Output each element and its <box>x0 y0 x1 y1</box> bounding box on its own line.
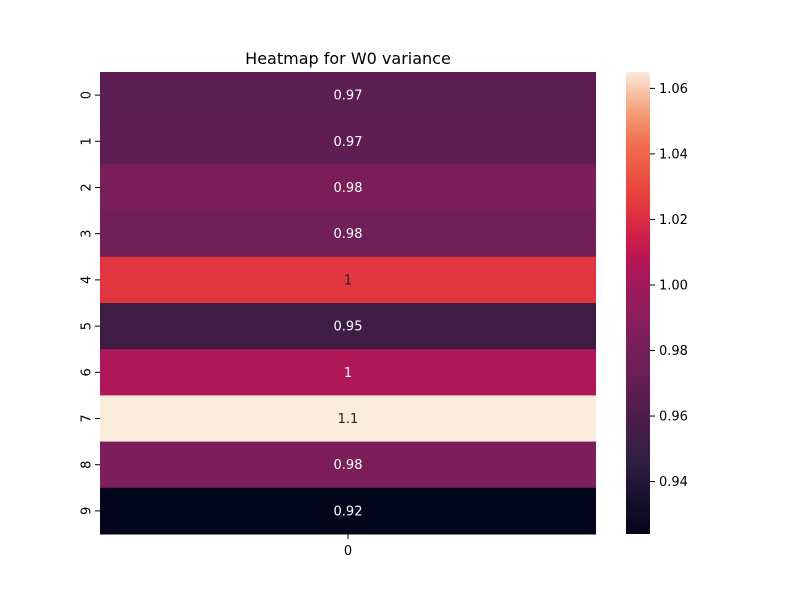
heatmap-cell <box>100 164 596 212</box>
colorbar-tick-label: 0.98 <box>659 344 688 359</box>
heatmap-cell <box>100 487 596 535</box>
heatmap-cell <box>100 256 596 304</box>
colorbar <box>626 72 650 534</box>
colorbar-tick-label: 0.96 <box>659 410 688 425</box>
colorbar-tick-label: 1.02 <box>659 213 688 228</box>
y-tick-label: 4 <box>80 276 95 284</box>
x-tick-label: 0 <box>344 544 352 559</box>
y-tick-label: 3 <box>80 230 95 238</box>
y-axis-ticks: 0 1 2 3 4 5 6 7 8 9 <box>80 91 100 515</box>
colorbar-ticks: 0.94 0.96 0.98 1.00 1.02 1.04 1.06 <box>650 82 688 490</box>
x-axis-ticks: 0 <box>344 534 352 559</box>
colorbar-tick-label: 1.06 <box>659 82 688 97</box>
chart-title: Heatmap for W0 variance <box>245 49 451 68</box>
heatmap-cell <box>100 72 596 119</box>
heatmap-cell <box>100 303 596 350</box>
y-tick-label: 1 <box>80 137 95 145</box>
y-tick-label: 9 <box>80 507 95 515</box>
heatmap-cell <box>100 210 596 258</box>
cell-annotation: 1.1 <box>338 412 359 427</box>
cell-annotation: 1 <box>344 366 352 381</box>
y-tick-label: 5 <box>80 322 95 330</box>
y-tick-label: 2 <box>80 183 95 191</box>
colorbar-tick-label: 1.04 <box>659 147 688 162</box>
cell-annotation: 0.98 <box>334 181 363 196</box>
heatmap-cell <box>100 349 596 396</box>
y-tick-label: 6 <box>80 368 95 376</box>
y-tick-label: 0 <box>80 91 95 99</box>
y-tick-label: 8 <box>80 461 95 469</box>
cell-annotations: 0.97 0.97 0.98 0.98 1 0.95 1 1.1 0.98 0.92 <box>334 89 363 520</box>
colorbar-tick-label: 0.94 <box>659 475 688 490</box>
y-tick-label: 7 <box>80 414 95 422</box>
heatmap-cell <box>100 118 596 165</box>
cell-annotation: 0.97 <box>334 89 363 104</box>
cell-annotation: 0.92 <box>334 504 363 519</box>
cell-annotation: 0.97 <box>334 135 363 150</box>
cell-annotation: 0.98 <box>334 227 363 242</box>
cell-annotation: 0.95 <box>334 320 363 335</box>
heatmap-cells <box>100 72 596 535</box>
heatmap-cell <box>100 441 596 489</box>
colorbar-tick-label: 1.00 <box>659 278 688 293</box>
heatmap-cell <box>100 395 596 443</box>
cell-annotation: 1 <box>344 273 352 288</box>
cell-annotation: 0.98 <box>334 458 363 473</box>
